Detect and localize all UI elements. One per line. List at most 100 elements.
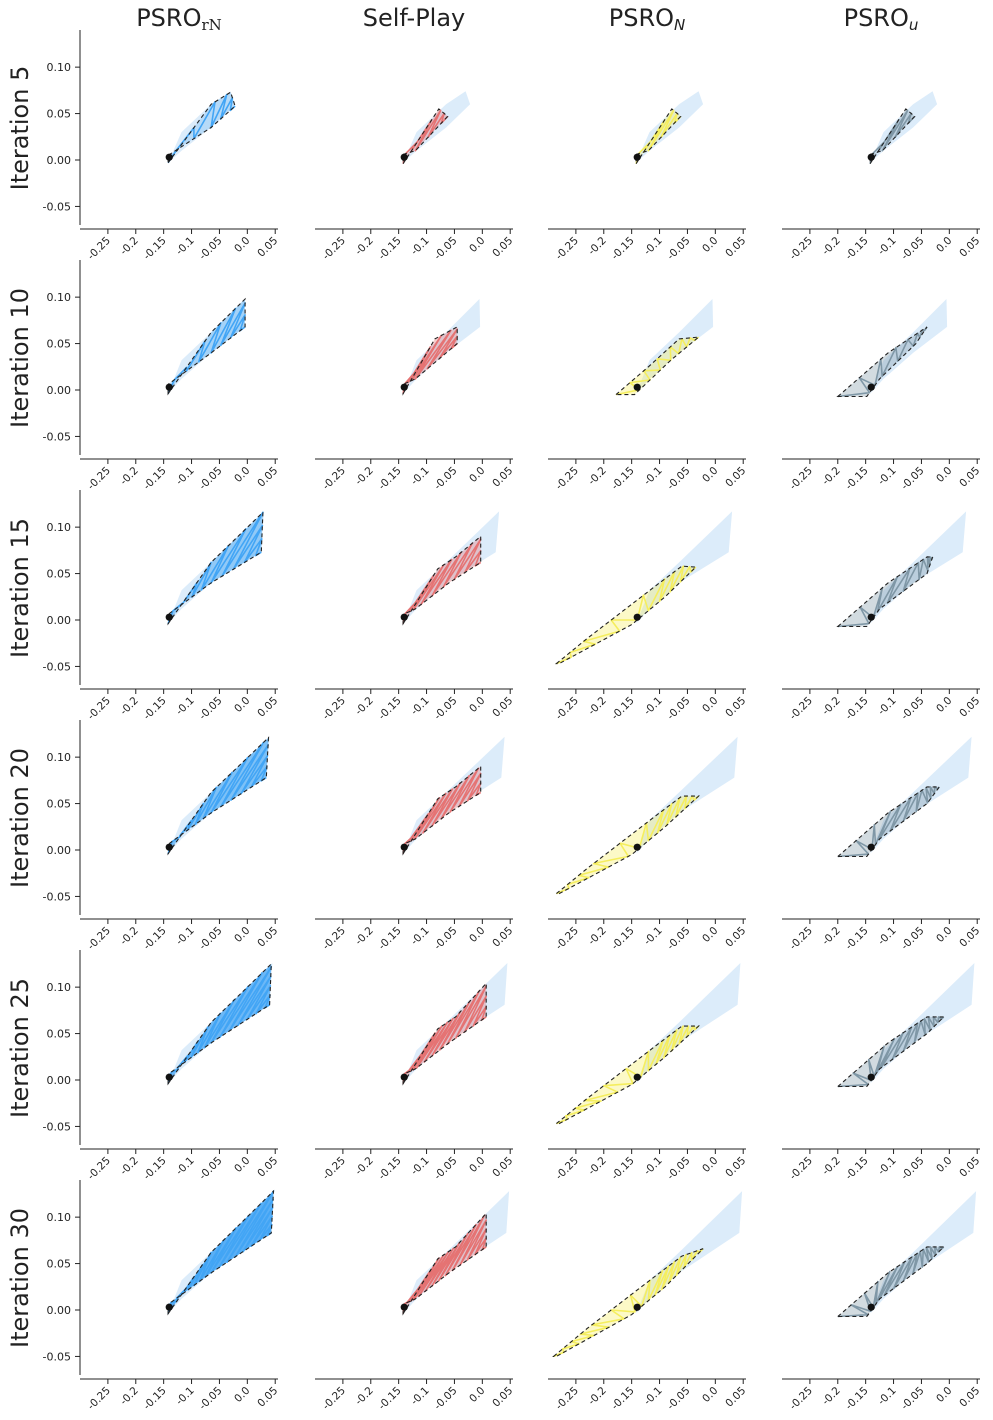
start-point bbox=[867, 1073, 875, 1081]
panel-plot: -0.25 -0.2 -0.15 -0.1 -0.05 0.0 0.05 bbox=[548, 736, 748, 952]
column-title-base: Self-Play bbox=[362, 4, 466, 32]
x-tick-label: -0.15 bbox=[609, 1385, 637, 1413]
x-tick-label: -0.15 bbox=[843, 235, 871, 263]
x-tick-label: 0.0 bbox=[232, 695, 252, 715]
y-tick-label: -0.05 bbox=[43, 660, 71, 673]
x-tick-label: 0.0 bbox=[934, 235, 954, 255]
x-tick-label: -0.05 bbox=[899, 1155, 927, 1183]
x-tick-label: -0.05 bbox=[197, 465, 225, 493]
y-tick-label: -0.05 bbox=[43, 200, 71, 213]
x-tick-label: -0.05 bbox=[432, 235, 460, 263]
x-tick-label: -0.2 bbox=[118, 1155, 141, 1178]
reference-region bbox=[636, 1191, 743, 1314]
population-hull-outline bbox=[402, 108, 449, 166]
x-tick-label: 0.05 bbox=[723, 465, 748, 490]
x-tick-label: 0.0 bbox=[700, 1155, 720, 1175]
panel-plot: -0.25 -0.2 -0.15 -0.1 -0.05 0.0 0.05 bbox=[315, 299, 515, 492]
y-tick-label: -0.05 bbox=[43, 430, 71, 443]
training-trajectory bbox=[402, 109, 449, 164]
panel-plot: 0.100.050.00-0.05-0.25 -0.2 -0.15 -0.1 -0.05… bbox=[43, 720, 280, 953]
x-tick-label: -0.05 bbox=[899, 465, 927, 493]
y-tick-label: 0.05 bbox=[47, 568, 72, 581]
start-point bbox=[633, 613, 641, 621]
x-tick-label: -0.25 bbox=[787, 465, 815, 493]
x-tick-label: -0.15 bbox=[141, 235, 169, 263]
x-tick-label: -0.1 bbox=[876, 695, 899, 718]
x-tick-label: -0.2 bbox=[118, 235, 141, 258]
x-tick-label: -0.1 bbox=[409, 925, 432, 948]
start-point bbox=[400, 613, 408, 621]
x-tick-label: -0.15 bbox=[141, 465, 169, 493]
x-tick-label: 0.05 bbox=[255, 1155, 280, 1180]
y-tick-label: 0.10 bbox=[47, 61, 72, 74]
x-tick-label: -0.1 bbox=[409, 465, 432, 488]
x-tick-label: 0.05 bbox=[490, 695, 515, 720]
x-tick-label: -0.05 bbox=[899, 925, 927, 953]
x-tick-label: 0.0 bbox=[232, 925, 252, 945]
x-tick-label: -0.2 bbox=[586, 235, 609, 258]
population-hull-outline bbox=[554, 1025, 701, 1125]
x-tick-label: -0.05 bbox=[432, 695, 460, 723]
reference-region bbox=[168, 91, 236, 163]
start-point bbox=[165, 843, 173, 851]
start-point bbox=[867, 153, 875, 161]
x-tick-label: -0.15 bbox=[609, 235, 637, 263]
x-tick-label: -0.1 bbox=[876, 1385, 899, 1408]
x-tick-label: -0.05 bbox=[432, 1385, 460, 1413]
y-tick-label: 0.00 bbox=[47, 1304, 72, 1317]
x-tick-label: -0.25 bbox=[787, 235, 815, 263]
panel-plot: -0.25 -0.2 -0.15 -0.1 -0.05 0.0 0.05 bbox=[315, 91, 515, 263]
x-tick-label: -0.05 bbox=[197, 695, 225, 723]
start-point bbox=[165, 153, 173, 161]
y-tick-label: -0.05 bbox=[43, 1350, 71, 1363]
x-tick-label: -0.05 bbox=[197, 925, 225, 953]
population-hull-outline bbox=[869, 108, 916, 166]
panel-plot: -0.25 -0.2 -0.15 -0.1 -0.05 0.0 0.05 bbox=[548, 963, 748, 1182]
y-tick-label: 0.10 bbox=[47, 291, 72, 304]
x-tick-label: -0.2 bbox=[353, 1155, 376, 1178]
column-title: PSRON bbox=[547, 4, 747, 34]
panel-plot: -0.25 -0.2 -0.15 -0.1 -0.05 0.0 0.05 bbox=[548, 511, 748, 722]
x-tick-label: -0.25 bbox=[85, 465, 113, 493]
x-tick-label: -0.2 bbox=[586, 1155, 609, 1178]
x-tick-label: -0.25 bbox=[320, 1385, 348, 1413]
start-point bbox=[400, 153, 408, 161]
x-tick-label: 0.0 bbox=[700, 1385, 720, 1405]
start-point bbox=[400, 843, 408, 851]
x-tick-label: -0.2 bbox=[353, 235, 376, 258]
x-tick-label: -0.15 bbox=[843, 1385, 871, 1413]
x-tick-label: 0.05 bbox=[723, 235, 748, 260]
y-tick-label: 0.10 bbox=[47, 521, 72, 534]
y-tick-label: -0.05 bbox=[43, 1120, 71, 1133]
column-title-subscript: N bbox=[674, 16, 686, 34]
training-trajectory bbox=[837, 1246, 945, 1318]
x-tick-label: -0.15 bbox=[141, 1385, 169, 1413]
start-point bbox=[400, 1303, 408, 1311]
x-tick-label: 0.05 bbox=[255, 925, 280, 950]
x-tick-label: -0.1 bbox=[174, 1155, 197, 1178]
column-title-base: PSRO bbox=[608, 4, 675, 32]
y-tick-label: 0.05 bbox=[47, 798, 72, 811]
y-tick-label: 0.00 bbox=[47, 384, 72, 397]
row-title: Iteration 25 bbox=[0, 950, 40, 1145]
x-tick-label: 0.05 bbox=[723, 1155, 748, 1180]
training-trajectory bbox=[837, 326, 928, 398]
x-tick-label: 0.05 bbox=[490, 465, 515, 490]
x-tick-label: -0.15 bbox=[843, 1155, 871, 1183]
x-tick-label: -0.1 bbox=[876, 465, 899, 488]
start-point bbox=[165, 613, 173, 621]
row-title-label: Iteration 30 bbox=[6, 1207, 34, 1348]
start-point bbox=[400, 383, 408, 391]
population-hull-outline bbox=[635, 108, 682, 166]
x-tick-label: -0.25 bbox=[320, 1155, 348, 1183]
start-point bbox=[165, 1303, 173, 1311]
x-tick-label: -0.25 bbox=[553, 465, 581, 493]
panel-plot: -0.25 -0.2 -0.15 -0.1 -0.05 0.0 0.05 bbox=[782, 736, 982, 953]
x-tick-label: 0.0 bbox=[467, 465, 487, 485]
column-title: Self-Play bbox=[314, 4, 514, 32]
training-trajectory bbox=[869, 109, 916, 164]
x-tick-label: -0.1 bbox=[409, 695, 432, 718]
x-tick-label: -0.15 bbox=[141, 925, 169, 953]
panel-plot: -0.25 -0.2 -0.15 -0.1 -0.05 0.0 0.05 bbox=[315, 1191, 515, 1413]
x-tick-label: 0.05 bbox=[957, 925, 982, 950]
